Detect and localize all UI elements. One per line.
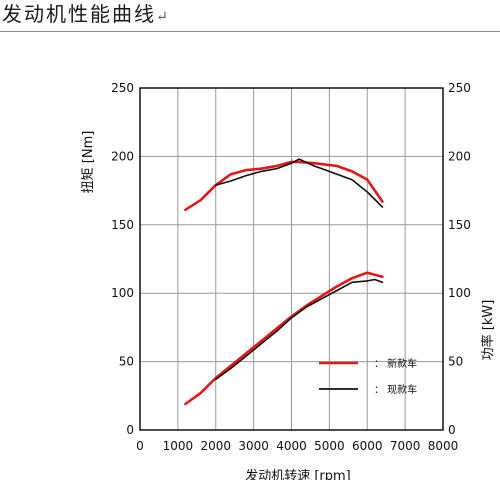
paragraph-mark-icon: ↵	[156, 9, 168, 25]
y-tick-label-right: 200	[448, 149, 471, 163]
x-tick-label: 1000	[163, 439, 194, 453]
heading-title: 发动机性能曲线	[2, 2, 156, 26]
x-axis-title: 发动机转速 [rpm]	[245, 468, 351, 480]
y-tick-label-left: 200	[111, 149, 134, 163]
legend: ： 新款车 ： 现款车	[319, 357, 417, 396]
x-tick-label: 8000	[428, 439, 459, 453]
y-axis-right-title: 功率 [kW]	[480, 300, 496, 361]
y-tick-label-right: 100	[448, 286, 471, 300]
y-axis-left-title: 扭矩 [Nm]	[81, 131, 96, 194]
x-tick-label: 3000	[238, 439, 269, 453]
y-tick-label-left: 0	[126, 423, 134, 437]
y-tick-label-left: 100	[111, 286, 134, 300]
legend-label: ： 新款车	[374, 357, 417, 370]
x-tick-label: 6000	[352, 439, 383, 453]
y-tick-label-right: 50	[448, 355, 463, 369]
y-tick-label-right: 250	[448, 81, 471, 95]
grid	[140, 88, 443, 430]
y-tick-label-right: 0	[448, 423, 456, 437]
series-line-torque-current	[215, 158, 384, 208]
x-tick-label: 4000	[276, 439, 307, 453]
y-tick-label-right: 150	[448, 218, 471, 232]
heading-text: 发动机性能曲线↵	[2, 1, 168, 30]
plot-frame	[139, 87, 444, 431]
document-heading: 发动机性能曲线↵	[0, 0, 500, 32]
series-line-power-new	[184, 271, 384, 406]
y-tick-label-left: 250	[111, 81, 134, 95]
series-layer	[184, 158, 384, 406]
x-tick-label: 5000	[314, 439, 345, 453]
y-tick-label-left: 50	[119, 355, 134, 369]
x-tick-label: 0	[136, 439, 144, 453]
x-tick-label: 2000	[200, 439, 231, 453]
series-line-power-current	[215, 278, 384, 381]
series-line-torque-new	[184, 160, 384, 212]
legend-label: ： 现款车	[374, 383, 417, 396]
y-tick-label-left: 150	[111, 218, 134, 232]
x-tick-label: 7000	[390, 439, 421, 453]
